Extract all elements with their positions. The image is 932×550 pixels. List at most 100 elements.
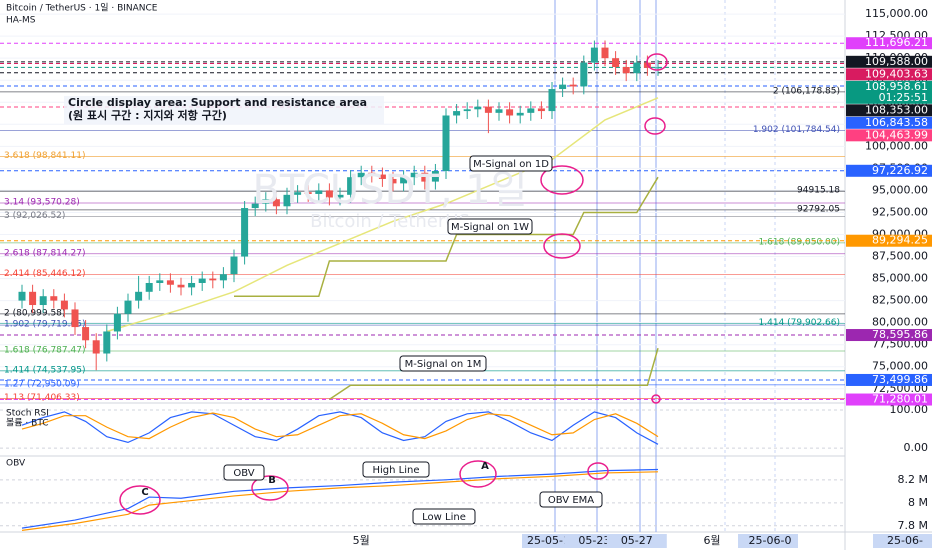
- y-tick-label: 115,000.00: [865, 7, 928, 20]
- candle-body: [230, 256, 238, 275]
- level-label: 1.13 (71,406.33): [4, 393, 80, 403]
- candle-body: [92, 340, 100, 354]
- level-label: 1.27 (72,950.09): [4, 379, 80, 389]
- candle-body: [262, 199, 270, 204]
- level-label: 2 (80,999.58): [4, 308, 65, 318]
- candle-body: [209, 278, 217, 281]
- overlay-line: [106, 97, 659, 333]
- price-tag-label: 73,499.86: [872, 373, 928, 386]
- x-tick-label: 05-27: [621, 534, 653, 547]
- candle-body: [580, 62, 588, 87]
- candle-body: [474, 106, 482, 110]
- candle-body: [453, 111, 461, 116]
- candle-body: [654, 67, 662, 69]
- callout-box: [399, 355, 487, 372]
- callout-text: C: [141, 487, 148, 498]
- price-tag-label: 108,353.00: [865, 103, 928, 116]
- candle-body: [325, 190, 333, 198]
- y-tick-label: 85,000.00: [872, 272, 928, 285]
- candle-body: [527, 108, 535, 113]
- candle-body: [400, 177, 408, 184]
- callout-box: [539, 491, 603, 508]
- plot-layer: 115,000.00112,500.00110,000.00107,500.00…: [0, 7, 932, 548]
- callout-text: High Line: [372, 465, 419, 476]
- y-tick-label: 0.00: [904, 441, 929, 454]
- price-tag: [846, 55, 932, 68]
- sr-circle: [646, 53, 668, 71]
- candle-body: [389, 178, 397, 184]
- watermark: BTCUSDT, 1일: [252, 167, 527, 213]
- price-tag: [846, 234, 932, 247]
- candle-body: [612, 58, 620, 67]
- indicator-line: [21, 412, 659, 440]
- candle-body: [156, 280, 164, 283]
- callout-box: [362, 461, 430, 478]
- price-tag-label: 104,463.99: [865, 128, 928, 141]
- candle-body: [82, 327, 90, 341]
- price-tag: [846, 37, 932, 50]
- price-tag: [846, 129, 932, 142]
- y-tick-label: 8.2 M: [898, 473, 928, 486]
- candle-body: [241, 208, 249, 257]
- candle-body: [442, 115, 450, 172]
- candle-body: [506, 109, 514, 116]
- y-tick-label: 75,000.00: [872, 360, 928, 373]
- y-tick-label: 100.00: [890, 403, 929, 416]
- sr-circle: [543, 233, 581, 259]
- sr-circle: [644, 117, 666, 135]
- x-tick-label: 5월: [353, 534, 370, 547]
- note-box: [64, 96, 384, 124]
- y-tick-label: 7.8 M: [898, 519, 928, 532]
- price-tag: [846, 393, 932, 406]
- candle-body: [590, 47, 598, 63]
- candle-body: [378, 174, 386, 179]
- sr-circle: [540, 165, 584, 195]
- x-tick-label: 25-06-0: [749, 534, 792, 547]
- callout-box: [412, 508, 476, 525]
- callouts: M-Signal on 1D M-Signal on 1W M-Signal o…: [141, 155, 603, 525]
- pane-label: OBV: [6, 459, 26, 469]
- price-tag-label: 111,696.21: [865, 36, 928, 49]
- price-tag-label: 89,294.25: [872, 234, 928, 247]
- indicator-name: HA-MS: [6, 16, 36, 26]
- callout-text: OBV: [233, 468, 254, 479]
- candle-body: [39, 296, 47, 306]
- candle-body: [484, 106, 492, 113]
- candle-body: [71, 309, 79, 328]
- candle-body: [569, 84, 577, 87]
- price-tag: [846, 116, 932, 129]
- callout-box: [447, 218, 533, 235]
- watermark: Bitcoin / TetherUS: [310, 211, 470, 232]
- candle-body: [188, 282, 196, 288]
- price-tag: [846, 104, 932, 117]
- price-tag-label: 78,595.86: [872, 328, 928, 341]
- candle-body: [336, 194, 344, 198]
- candle-body: [463, 109, 471, 112]
- sr-circle: [651, 394, 661, 404]
- candle-body: [135, 291, 143, 301]
- y-tick-label: 95,000.00: [872, 183, 928, 196]
- price-tag-label: 109,403.63: [865, 67, 928, 80]
- candle-body: [294, 192, 302, 195]
- symbol-header: Bitcoin / TetherUS · 1일 · BINANCE: [6, 3, 158, 14]
- price-tag: [846, 329, 932, 342]
- callout-text: M-Signal on 1D: [473, 159, 549, 170]
- y-tick-label: 100,000.00: [865, 139, 928, 152]
- candle-body: [251, 203, 259, 209]
- candle-body: [410, 172, 418, 178]
- x-tick-label: 05-23: [578, 534, 610, 547]
- pane-label: 볼륨 · BTC: [6, 418, 49, 429]
- price-tag-label: 109,588.00: [865, 55, 928, 68]
- y-tick-label: 82,500.00: [872, 294, 928, 307]
- price-tag-label: 97,226.92: [872, 164, 928, 177]
- obv-circle: [119, 485, 161, 515]
- obv-circle: [587, 462, 609, 480]
- level-label: 92792.05: [797, 204, 840, 214]
- level-label: 3.618 (98,841.11): [4, 151, 85, 161]
- obv-circle: [251, 475, 289, 501]
- x-label-bg: [873, 534, 932, 548]
- candle-body: [177, 284, 185, 288]
- callout-text: Low Line: [422, 512, 466, 523]
- candle-body: [304, 192, 312, 194]
